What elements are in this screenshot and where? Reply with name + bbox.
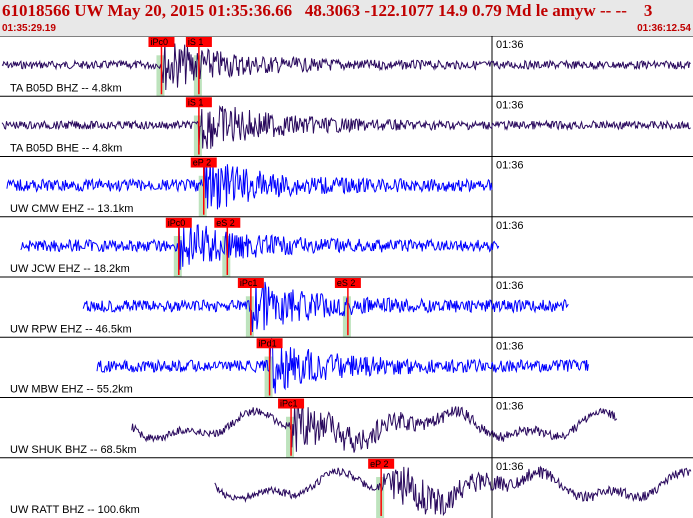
pick-window — [193, 55, 202, 97]
phase-pick-label: eP 2 — [370, 459, 388, 469]
waveform-trace — [131, 403, 618, 453]
pick-window — [173, 236, 182, 277]
phase-pick-label: eP 2 — [193, 158, 211, 168]
phase-pick-flag[interactable] — [334, 278, 361, 288]
event-header: 61018566 UW May 20, 2015 01:35:36.66 48.… — [0, 0, 693, 36]
station-label: UW JCW EHZ -- 18.2km — [10, 263, 130, 275]
phase-pick-label: iPc1 — [240, 278, 258, 288]
station-label: UW RATT BHZ -- 100.6km — [10, 504, 140, 516]
waveform-trace — [6, 161, 493, 210]
pick-window — [193, 115, 202, 157]
station-label: TA B05D BHE -- 4.8km — [10, 143, 122, 155]
phase-pick-label: iPd1 — [259, 338, 277, 348]
phase-pick-label: iPc0 — [168, 218, 186, 228]
pick-window — [286, 416, 295, 458]
phase-pick-flag[interactable] — [185, 97, 212, 108]
start-time-label: 01:35:29.19 — [2, 23, 56, 34]
minute-mark-label: 01:36 — [496, 220, 524, 232]
station-label: TA B05D BHZ -- 4.8km — [10, 82, 122, 94]
waveform-trace — [1, 42, 691, 91]
station-label: UW RPW EHZ -- 46.5km — [10, 323, 132, 335]
phase-pick-label: iPc1 — [280, 399, 298, 409]
station-label: UW SHUK BHZ -- 68.5km — [10, 444, 137, 456]
phase-pick-flag[interactable] — [165, 217, 192, 228]
trace-row[interactable]: 01:36 iS 1 TA B05D BHE -- 4.8km — [0, 95, 693, 157]
phase-pick-flag[interactable] — [190, 157, 217, 168]
phase-pick-label: iPc0 — [150, 37, 168, 47]
minute-mark-label: 01:36 — [496, 461, 524, 473]
waveform-trace — [20, 222, 500, 270]
pick-window — [264, 356, 273, 398]
phase-pick-label: eS 2 — [337, 278, 356, 288]
event-title: 61018566 UW May 20, 2015 01:35:36.66 48.… — [2, 1, 653, 20]
phase-pick-label: eS 2 — [216, 218, 235, 228]
phase-pick-flag[interactable] — [148, 37, 175, 47]
trace-row[interactable]: 01:36 iPc1 UW SHUK BHZ -- 68.5km — [0, 397, 693, 458]
waveform-trace — [96, 337, 589, 394]
phase-pick-flag[interactable] — [237, 278, 264, 288]
waveform-trace — [1, 104, 691, 149]
waveform-trace — [214, 465, 692, 517]
phase-pick-flag[interactable] — [278, 398, 305, 409]
trace-row[interactable]: 01:36 iPc1 eS 2 UW RPW EHZ -- 46.5km — [0, 276, 693, 338]
phase-pick-label: iS 1 — [188, 37, 204, 47]
pick-window — [222, 236, 231, 277]
seismogram-panel[interactable]: 01:36 iPc0 iS 1 TA B05D BHZ -- 4.8km 01:36 iS… — [0, 36, 693, 518]
waveform-trace — [82, 280, 569, 333]
end-time-label: 01:36:12.54 — [637, 23, 691, 34]
minute-mark-label: 01:36 — [496, 280, 524, 292]
minute-mark-label: 01:36 — [496, 340, 524, 352]
phase-pick-flag[interactable] — [368, 458, 395, 469]
minute-mark-label: 01:36 — [496, 160, 524, 172]
trace-row[interactable]: 01:36 iPd1 UW MBW EHZ -- 55.2km — [0, 336, 693, 398]
minute-mark-label: 01:36 — [496, 39, 524, 51]
pick-window — [245, 296, 254, 338]
phase-pick-flag[interactable] — [256, 338, 283, 349]
station-label: UW MBW EHZ -- 55.2km — [10, 384, 133, 396]
trace-row[interactable]: 01:36 eP 2 UW RATT BHZ -- 100.6km — [0, 457, 693, 518]
pick-window — [376, 477, 385, 518]
pick-window — [156, 55, 165, 97]
minute-mark-label: 01:36 — [496, 99, 524, 111]
phase-pick-flag[interactable] — [185, 37, 212, 47]
minute-mark-label: 01:36 — [496, 401, 524, 413]
trace-row[interactable]: 01:36 iPc0 eS 2 UW JCW EHZ -- 18.2km — [0, 216, 693, 277]
trace-row[interactable]: 01:36 eP 2 UW CMW EHZ -- 13.1km — [0, 156, 693, 217]
pick-window — [198, 175, 207, 217]
station-label: UW CMW EHZ -- 13.1km — [10, 203, 133, 215]
phase-pick-label: iS 1 — [188, 97, 204, 107]
trace-row[interactable]: 01:36 iPc0 iS 1 TA B05D BHZ -- 4.8km — [0, 36, 693, 97]
pick-window — [342, 296, 351, 338]
phase-pick-flag[interactable] — [214, 217, 241, 228]
